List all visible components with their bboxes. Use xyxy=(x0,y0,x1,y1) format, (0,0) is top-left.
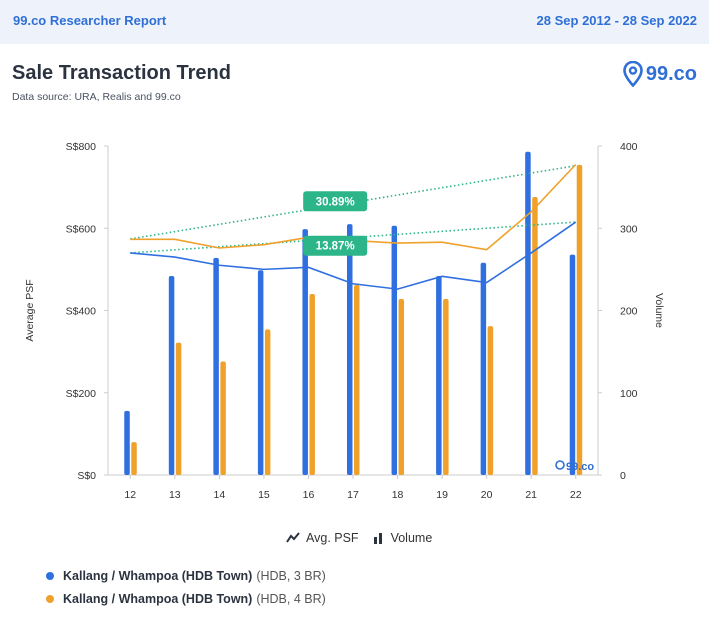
y2-axis-title: Volume xyxy=(653,293,665,328)
volume-bar xyxy=(487,326,494,475)
legend-avg-psf-label: Avg. PSF xyxy=(306,531,359,545)
watermark-logo-text: 99.co xyxy=(566,461,594,473)
x-tick-label: 17 xyxy=(347,489,359,501)
logo-text: 99.co xyxy=(645,62,697,85)
x-tick-label: 14 xyxy=(214,489,226,501)
trend-line xyxy=(130,221,576,254)
legend-volume[interactable]: Volume xyxy=(373,531,433,545)
volume-bar xyxy=(347,224,353,475)
right-tick-label: 300 xyxy=(620,223,638,235)
watermark-pin-icon xyxy=(555,460,565,470)
right-tick-label: 200 xyxy=(620,306,638,318)
series-detail-4br: (HDB, 4 BR) xyxy=(256,592,326,606)
line-chart-icon xyxy=(286,532,300,543)
location-pin-icon xyxy=(623,61,643,87)
volume-bar xyxy=(309,294,315,475)
trend-badge xyxy=(303,191,368,212)
brand-logo: 99.co xyxy=(623,60,697,88)
volume-bar xyxy=(480,262,487,475)
avg-psf-line xyxy=(130,221,577,290)
volume-bar xyxy=(131,442,137,475)
trend-line xyxy=(130,164,576,240)
trend-badge xyxy=(303,235,368,256)
volume-bar xyxy=(525,151,531,475)
right-tick-label: 100 xyxy=(620,388,638,400)
sale-transaction-chart: S$0 S$200 S$400 S$600 S$800 0 100 200 300 400 12 13… xyxy=(24,141,665,501)
x-tick-label: 21 xyxy=(525,489,537,501)
volume-bar xyxy=(213,257,219,475)
x-tick-label: 12 xyxy=(124,489,136,501)
chart-type-legend: Avg. PSF Volume xyxy=(286,531,446,545)
left-tick-label: S$400 xyxy=(66,306,97,318)
trend-badge-label: 30.89% xyxy=(316,196,355,208)
series-detail-3br: (HDB, 3 BR) xyxy=(256,569,326,583)
x-tick-label: 16 xyxy=(303,489,315,501)
right-tick-label: 0 xyxy=(620,470,626,482)
trend-badge-label: 13.87% xyxy=(316,241,355,253)
series-name-4br: Kallang / Whampoa (HDB Town) xyxy=(63,592,253,606)
right-tick-label: 400 xyxy=(620,141,638,153)
y-axis-title: Average PSF xyxy=(24,279,36,341)
chart-title: Sale Transaction Trend xyxy=(12,62,231,84)
volume-bar xyxy=(220,361,226,475)
volume-bar xyxy=(354,285,360,475)
volume-bar xyxy=(532,196,538,475)
legend-volume-label: Volume xyxy=(390,531,433,545)
series-name-3br: Kallang / Whampoa (HDB Town) xyxy=(63,569,253,583)
volume-bar xyxy=(576,164,583,476)
bar-chart-icon xyxy=(373,533,382,544)
volume-bar xyxy=(443,298,449,475)
left-tick-label: S$0 xyxy=(77,470,96,482)
x-tick-label: 19 xyxy=(436,489,448,501)
x-tick-label: 13 xyxy=(169,489,181,501)
volume-bar xyxy=(124,410,130,475)
volume-bar xyxy=(168,275,175,475)
volume-bar xyxy=(175,342,182,475)
report-brand: 99.co Researcher Report xyxy=(13,13,167,28)
left-tick-label: S$200 xyxy=(66,388,97,400)
x-tick-label: 18 xyxy=(392,489,404,501)
date-range: 28 Sep 2012 - 28 Sep 2022 xyxy=(536,13,697,28)
volume-bar xyxy=(264,329,271,475)
series-legend-3br[interactable]: Kallang / Whampoa (HDB Town) (HDB, 3 BR) xyxy=(46,569,326,583)
volume-bar xyxy=(569,254,576,475)
left-tick-label: S$600 xyxy=(66,223,97,235)
volume-bar xyxy=(436,275,442,475)
volume-bar xyxy=(302,229,308,475)
series-dot-4br xyxy=(46,595,54,603)
left-tick-label: S$800 xyxy=(66,141,97,153)
volume-bar xyxy=(398,298,405,475)
series-legend-4br[interactable]: Kallang / Whampoa (HDB Town) (HDB, 4 BR) xyxy=(46,592,326,606)
x-tick-label: 22 xyxy=(570,489,582,501)
chart-subtitle: Data source: URA, Realis and 99.co xyxy=(12,91,181,103)
series-dot-3br xyxy=(46,572,54,580)
report-header: 99.co Researcher Report 28 Sep 2012 - 28… xyxy=(0,0,709,44)
x-tick-label: 20 xyxy=(481,489,493,501)
volume-bar xyxy=(391,225,398,475)
x-tick-label: 15 xyxy=(258,489,270,501)
legend-avg-psf[interactable]: Avg. PSF xyxy=(286,531,359,545)
volume-bar xyxy=(257,270,264,475)
